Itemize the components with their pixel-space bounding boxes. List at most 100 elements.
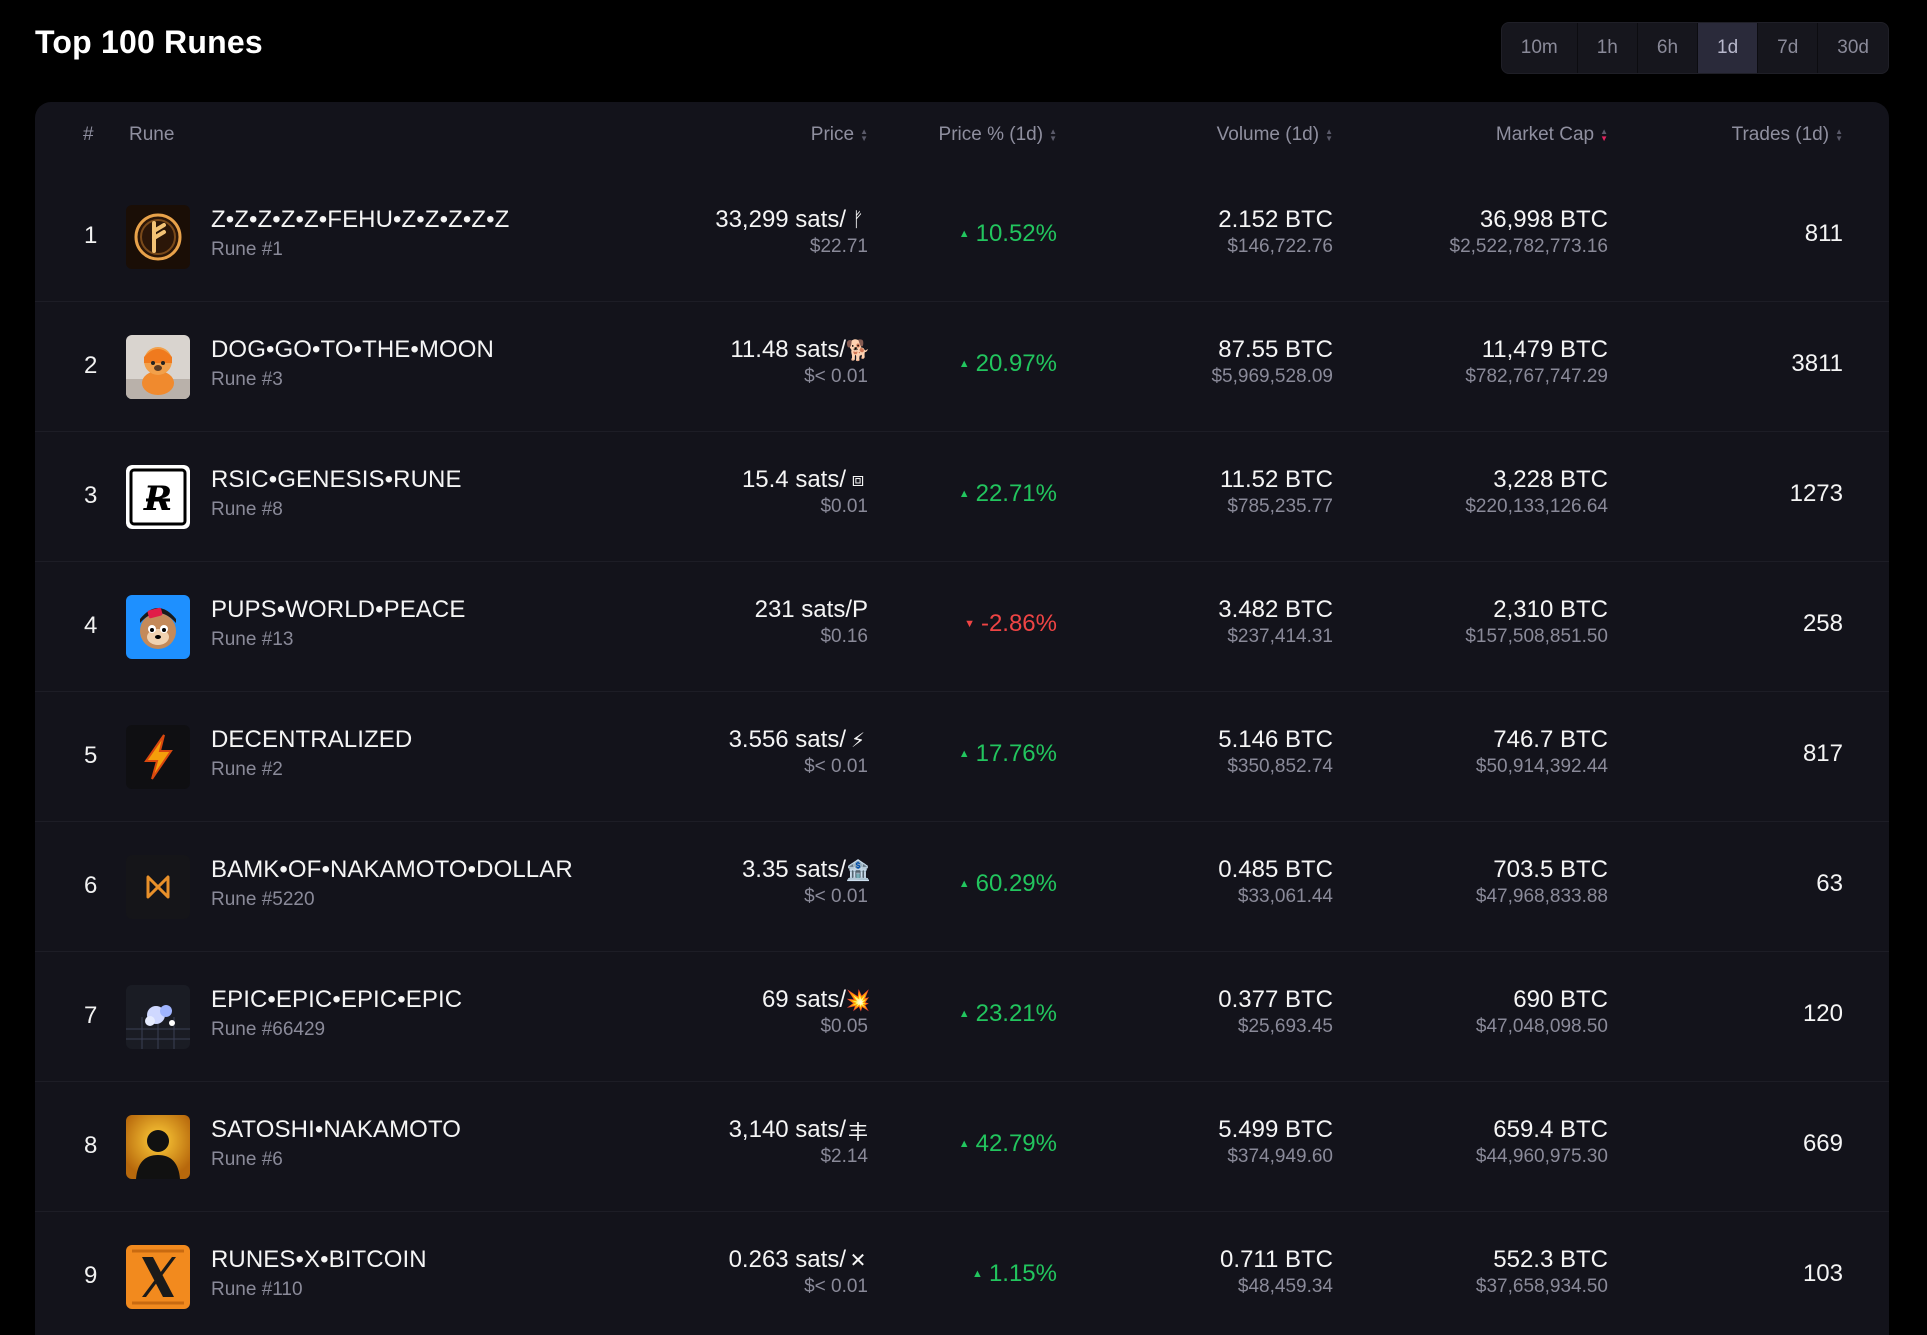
trades-count: 1273 <box>1789 480 1843 507</box>
market-cap-usd: $44,960,975.30 <box>1475 1146 1608 1167</box>
rune-number: Rune #3 <box>211 369 283 390</box>
column-rune: Rune <box>129 124 175 145</box>
triangle-up-icon: ▲ <box>958 228 970 240</box>
table-row[interactable]: 8 SATOSHI•NAKAMOTO Rune #6 3,140 sats/丰 $2.1… <box>35 1082 1889 1212</box>
triangle-up-icon: ▲ <box>958 878 970 890</box>
trades-count: 817 <box>1802 740 1843 767</box>
rune-name[interactable]: DOG•GO•TO•THE•MOON <box>211 336 494 363</box>
market-cap-usd: $47,968,833.88 <box>1475 886 1608 907</box>
volume-usd: $5,969,528.09 <box>1211 366 1333 387</box>
sort-icon: ▲ ▼ <box>1049 127 1057 143</box>
volume-btc: 5.146 BTC <box>1218 726 1333 753</box>
volume-btc: 2.152 BTC <box>1218 206 1333 233</box>
table-row[interactable]: 3 R RSIC•GENESIS•RUNE Rune #8 15.4 sats/⧈ $0.… <box>35 432 1889 562</box>
column-price-pct[interactable]: Price % (1d) ▲ ▼ <box>938 124 1057 145</box>
timeframe-6h[interactable]: 6h <box>1636 23 1697 73</box>
column-trades[interactable]: Trades (1d) ▲ ▼ <box>1731 124 1843 145</box>
rune-symbol: 🏦 <box>845 859 871 882</box>
rune-symbol: ⧈ <box>851 468 865 491</box>
market-cap-btc: 659.4 BTC <box>1493 1116 1608 1143</box>
rank: 7 <box>84 1002 98 1029</box>
rank: 9 <box>84 1262 98 1289</box>
volume-usd: $785,235.77 <box>1227 496 1333 517</box>
volume-usd: $33,061.44 <box>1237 886 1333 907</box>
table-row[interactable]: 1 Z•Z•Z•Z•Z•FEHU•Z•Z•Z•Z•Z Rune #1 33,299 s… <box>35 172 1889 302</box>
triangle-up-icon: ▲ <box>958 1008 970 1020</box>
table-row[interactable]: 9 RUNES•X•BITCOIN Rune #110 0.263 sats/✕ $< … <box>35 1212 1889 1335</box>
table-row[interactable]: 6 BAMK•OF•NAKAMOTO•DOLLAR Rune #5220 3.35 s… <box>35 822 1889 952</box>
volume-usd: $146,722.76 <box>1227 236 1333 257</box>
rank: 3 <box>84 482 98 509</box>
column-market-cap[interactable]: Market Cap ▲ ▼ <box>1495 124 1608 145</box>
fehu-rune-icon <box>126 205 190 269</box>
rune-number: Rune #1 <box>211 239 283 260</box>
rune-name[interactable]: Z•Z•Z•Z•Z•FEHU•Z•Z•Z•Z•Z <box>211 206 510 233</box>
table-header: # Rune Price ▲ ▼ Price % (1d) ▲ ▼ Volume (1d… <box>35 102 1889 172</box>
bamk-logo-icon <box>126 855 190 919</box>
epic-icon <box>126 985 190 1049</box>
price-change: ▲ 1.15% <box>972 1260 1057 1287</box>
rune-number: Rune #66429 <box>211 1019 326 1040</box>
timeframe-1h[interactable]: 1h <box>1576 23 1637 73</box>
rune-symbol: 💥 <box>845 989 871 1012</box>
price-change: ▲ 17.76% <box>958 740 1057 767</box>
rune-name[interactable]: RSIC•GENESIS•RUNE <box>211 466 462 493</box>
rune-number: Rune #6 <box>211 1149 283 1170</box>
rune-name[interactable]: RUNES•X•BITCOIN <box>211 1246 427 1273</box>
price-usd: $22.71 <box>809 236 868 257</box>
price-sats: 3.556 sats/⚡ <box>729 726 868 754</box>
market-cap-usd: $782,767,747.29 <box>1465 366 1608 387</box>
rank: 5 <box>84 742 98 769</box>
timeframe-7d[interactable]: 7d <box>1757 23 1817 73</box>
price-change: ▲ 42.79% <box>958 1130 1057 1157</box>
timeframe-30d[interactable]: 30d <box>1817 23 1888 73</box>
market-cap-btc: 552.3 BTC <box>1493 1246 1608 1273</box>
x-logo-icon <box>126 1245 190 1309</box>
price-sats: 15.4 sats/⧈ <box>742 466 868 494</box>
price-usd: $0.01 <box>820 496 868 517</box>
table-row[interactable]: 5 DECENTRALIZED Rune #2 3.556 sats/⚡ $< 0.01… <box>35 692 1889 822</box>
rune-number: Rune #2 <box>211 759 283 780</box>
volume-usd: $237,414.31 <box>1227 626 1333 647</box>
sort-icon: ▲ ▼ <box>1835 127 1843 143</box>
triangle-up-icon: ▲ <box>972 1268 983 1280</box>
lightning-icon <box>126 725 190 789</box>
market-cap-usd: $47,048,098.50 <box>1475 1016 1608 1037</box>
rune-symbol: 丰 <box>848 1121 868 1144</box>
market-cap-btc: 703.5 BTC <box>1493 856 1608 883</box>
rune-number: Rune #13 <box>211 629 294 650</box>
rank: 1 <box>84 222 98 249</box>
page-title: Top 100 Runes <box>35 24 263 60</box>
table-row[interactable]: 2 DOG•GO•TO•THE•MOON Rune #3 11.48 sats/🐕 $<… <box>35 302 1889 432</box>
market-cap-btc: 746.7 BTC <box>1493 726 1608 753</box>
price-sats: 69 sats/💥 <box>761 986 871 1013</box>
rune-name[interactable]: EPIC•EPIC•EPIC•EPIC <box>211 986 463 1013</box>
rsic-logo-icon: R <box>126 465 190 529</box>
market-cap-btc: 11,479 BTC <box>1481 336 1608 363</box>
rune-name[interactable]: SATOSHI•NAKAMOTO <box>211 1116 462 1143</box>
column-volume[interactable]: Volume (1d) ▲ ▼ <box>1216 124 1333 145</box>
rune-name[interactable]: PUPS•WORLD•PEACE <box>211 596 466 623</box>
volume-btc: 0.711 BTC <box>1220 1246 1333 1273</box>
rune-name[interactable]: BAMK•OF•NAKAMOTO•DOLLAR <box>211 856 573 883</box>
column-price[interactable]: Price ▲ ▼ <box>810 124 868 145</box>
timeframe-1d[interactable]: 1d <box>1697 23 1758 73</box>
triangle-up-icon: ▲ <box>958 488 970 500</box>
table-row[interactable]: 4 PUPS•WORLD•PEACE Rune #13 231 sats/P $0.16… <box>35 562 1889 692</box>
timeframe-10m[interactable]: 10m <box>1520 37 1558 58</box>
rune-symbol: 🐕 <box>845 339 871 362</box>
rank: 8 <box>84 1132 98 1159</box>
market-cap-btc: 36,998 BTC <box>1479 206 1608 233</box>
rune-name[interactable]: DECENTRALIZED <box>211 726 413 753</box>
price-sats: 3.35 sats/🏦 <box>741 856 871 883</box>
sort-icon: ▲ ▼ <box>1600 127 1608 143</box>
pups-icon <box>126 595 190 659</box>
market-cap-usd: $37,658,934.50 <box>1475 1276 1608 1297</box>
volume-btc: 87.55 BTC <box>1218 336 1333 363</box>
price-sats: 3,140 sats/丰 <box>728 1116 868 1144</box>
satoshi-silhouette-icon <box>126 1115 190 1179</box>
price-usd: $< 0.01 <box>804 886 868 907</box>
price-change: ▼ -2.86% <box>964 610 1057 637</box>
table-row[interactable]: 7 EPIC•EPIC•EPIC•EPIC Rune #66429 69 sats/💥… <box>35 952 1889 1082</box>
column-rank: # <box>83 124 94 145</box>
